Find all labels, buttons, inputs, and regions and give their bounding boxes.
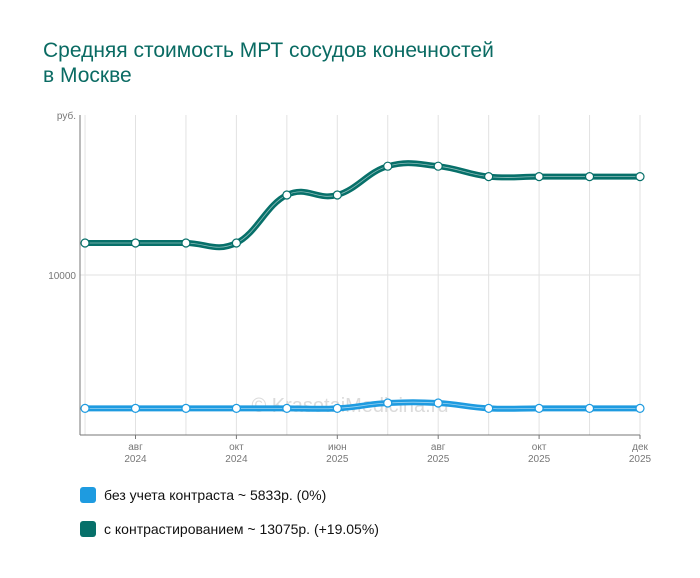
chart-legend: без учета контраста ~ 5833р. (0%) с конт… <box>80 484 379 552</box>
chart-title-line-2: в Москве <box>43 64 132 87</box>
x-tick-year: 2024 <box>124 454 147 465</box>
data-point-series-1 <box>383 161 393 171</box>
x-tick-month: авг <box>128 442 143 453</box>
data-point-series-0 <box>80 403 90 413</box>
data-point-series-0 <box>584 403 595 413</box>
data-point-series-0 <box>635 403 645 413</box>
x-tick-year: 2025 <box>528 454 551 465</box>
legend-item-contrast[interactable]: с контрастированием ~ 13075р. (+19.05%) <box>80 518 379 540</box>
data-point-series-1 <box>332 190 342 200</box>
y-tick-label: 10000 <box>48 271 76 282</box>
data-point-series-1 <box>130 238 141 248</box>
data-point-series-1 <box>181 238 191 248</box>
data-point-series-0 <box>231 403 241 413</box>
chart-title-line-1: Средняя стоимость МРТ сосудов конечносте… <box>43 39 494 62</box>
legend-label-no-contrast: без учета контраста ~ 5833р. (0%) <box>104 487 327 503</box>
chart-title: Средняя стоимость МРТ сосудов конечносте… <box>43 38 663 88</box>
data-point-series-0 <box>282 403 292 413</box>
x-tick-month: окт <box>532 442 547 453</box>
data-point-series-0 <box>484 403 494 413</box>
legend-label-contrast: с контрастированием ~ 13075р. (+19.05%) <box>104 521 379 537</box>
data-point-series-1 <box>231 238 241 248</box>
data-point-series-0 <box>433 398 443 408</box>
data-point-series-1 <box>282 190 292 200</box>
x-tick-year: 2025 <box>427 454 450 465</box>
data-point-series-0 <box>534 403 544 413</box>
data-point-series-1 <box>80 238 90 248</box>
y-unit-label: руб. <box>57 110 76 122</box>
x-tick-year: 2024 <box>225 454 248 465</box>
data-point-series-0 <box>332 403 342 413</box>
x-tick-month: авг <box>431 442 446 453</box>
data-point-series-1 <box>635 172 645 182</box>
x-tick-month: окт <box>229 442 244 453</box>
legend-swatch-contrast <box>80 521 96 537</box>
data-point-series-1 <box>433 161 443 171</box>
legend-item-no-contrast[interactable]: без учета контраста ~ 5833р. (0%) <box>80 484 379 506</box>
x-tick-month: дек <box>632 442 648 453</box>
data-point-series-0 <box>130 403 141 413</box>
x-tick-year: 2025 <box>629 454 652 465</box>
series-line-1 <box>82 160 643 251</box>
data-point-series-0 <box>181 403 191 413</box>
legend-swatch-no-contrast <box>80 487 96 503</box>
data-point-series-1 <box>584 172 595 182</box>
x-tick-month: июн <box>328 442 347 453</box>
data-point-series-1 <box>534 172 544 182</box>
x-tick-year: 2025 <box>326 454 349 465</box>
data-point-series-1 <box>484 172 494 182</box>
series-line-highlight-0 <box>85 401 640 410</box>
data-point-series-0 <box>383 398 393 408</box>
